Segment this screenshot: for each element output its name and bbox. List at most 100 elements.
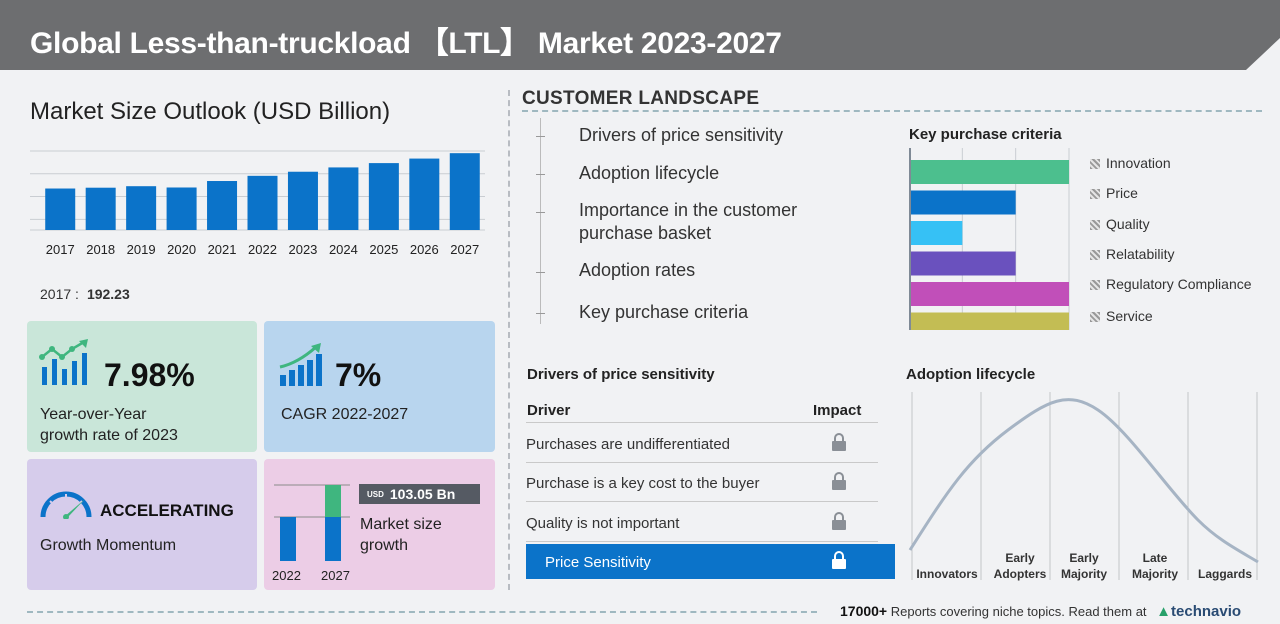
kpc-legend-item: Price: [1090, 185, 1138, 201]
legend-label: Relatability: [1106, 246, 1175, 262]
page-title: Global Less-than-truckload 【LTL】 Market …: [30, 27, 782, 60]
bar-2025: [368, 163, 399, 230]
market-growth-value: 103.05 Bn: [389, 486, 456, 502]
legend-swatch: [1090, 280, 1100, 290]
landscape-bullet: [536, 272, 545, 273]
yoy-label-line2: growth rate of 2023: [40, 427, 178, 444]
stage-label: Majority: [1132, 567, 1178, 581]
mini-year-end: 2027: [321, 568, 350, 583]
kpc-bar-price: [911, 190, 1016, 215]
landscape-bullet: [536, 313, 545, 314]
footer-divider: [27, 611, 817, 613]
kpc-bar-chart: [909, 148, 1070, 330]
cagr-card: 7% CAGR 2022-2027: [264, 321, 495, 452]
growth-bars-icon: [279, 343, 322, 386]
market-growth-label-line1: Market size: [360, 516, 442, 533]
bar-2020: [166, 187, 197, 230]
market-growth-mini-chart: [274, 484, 350, 561]
landscape-item-importance: Importance in the customer purchase bask…: [579, 199, 797, 245]
stage-label: Early: [1005, 551, 1035, 565]
table-row: Purchase is a key cost to the buyer: [526, 463, 878, 502]
landscape-bullet: [536, 174, 545, 175]
logo-text-tech: tech: [1171, 603, 1202, 620]
logo-mark-icon: ▲: [1156, 603, 1172, 620]
price-sensitivity-row: Price Sensitivity: [526, 544, 895, 579]
x-tick-label: 2017: [46, 242, 75, 257]
momentum-label: Growth Momentum: [40, 537, 177, 554]
landscape-item-text: Adoption lifecycle: [579, 163, 720, 183]
x-tick-label: 2023: [288, 242, 317, 257]
bar-2027: [449, 153, 480, 230]
lock-icon: [832, 433, 846, 451]
bar-2017: [45, 188, 76, 230]
yoy-label-line1: Year-over-Year: [40, 406, 147, 423]
header-bar: Global Less-than-truckload 【LTL】 Market …: [0, 0, 1280, 70]
driver-label: Purchase is a key cost to the buyer: [526, 475, 760, 492]
stage-label: Innovators: [916, 567, 978, 581]
kpc-legend-item: Service: [1090, 308, 1153, 324]
kpc-bar-quality: [911, 221, 963, 245]
market-size-bar-chart: 2017 2018 2019 2020 2021 2022 2023 2024 2025 2026…: [30, 150, 485, 257]
speedometer-icon: [40, 491, 92, 519]
customer-landscape-title: CUSTOMER LANDSCAPE: [522, 88, 760, 109]
legend-label: Innovation: [1106, 155, 1171, 171]
currency-label: USD: [367, 490, 384, 499]
market-growth-card: 2022 2027 USD 103.05 Bn Market size growt…: [264, 459, 495, 590]
landscape-item-text: Adoption rates: [579, 260, 696, 280]
market-growth-label: Market size growth: [360, 514, 442, 556]
market-growth-label-line2: growth: [360, 537, 409, 554]
x-tick-label: 2022: [248, 242, 277, 257]
landscape-item-text: purchase basket: [579, 223, 712, 243]
landscape-item-kpc: Key purchase criteria: [579, 301, 748, 324]
base-year-label: 2017 :: [40, 286, 79, 302]
driver-column-header: Driver: [527, 402, 571, 419]
technavio-logo[interactable]: ▲technavio: [1156, 603, 1241, 620]
mini-bar-2022: [280, 517, 296, 561]
base-year-number: 192.23: [86, 286, 130, 302]
legend-label: Price: [1106, 185, 1138, 201]
legend-swatch: [1090, 220, 1100, 230]
landscape-timeline: [540, 118, 541, 324]
impact-column-header: Impact: [813, 402, 862, 419]
footer: 17000+ Reports covering niche topics. Re…: [840, 603, 1241, 620]
mini-bar-2027-base: [325, 517, 341, 561]
kpc-legend-item: Quality: [1090, 216, 1150, 232]
momentum-title: ACCELERATING: [100, 501, 234, 520]
kpc-bar-regulatory-compliance: [911, 282, 1069, 306]
x-tick-label: 2018: [86, 242, 115, 257]
table-header-divider: [526, 422, 878, 423]
adoption-curve: [908, 398, 1259, 564]
lock-icon: [832, 512, 846, 530]
x-tick-label: 2027: [450, 242, 479, 257]
market-size-title: Market Size Outlook (USD Billion): [30, 98, 391, 125]
driver-label: Purchases are undifferentiated: [526, 436, 731, 453]
landscape-item-adoption-rates: Adoption rates: [579, 259, 695, 282]
table-row: Quality is not important: [526, 503, 878, 542]
landscape-item-text: Importance in the customer: [579, 200, 798, 220]
driver-label: Quality is not important: [526, 515, 680, 532]
logo-text-navio: navio: [1201, 603, 1242, 620]
base-year-value: 2017 : 192.23: [40, 286, 130, 302]
growth-chart-icon: [39, 339, 88, 385]
cagr-value: 7%: [335, 357, 382, 393]
x-tick-label: 2021: [208, 242, 237, 257]
report-count: 17000+: [840, 603, 888, 619]
stage-label: Laggards: [1198, 567, 1252, 581]
bar-2022: [247, 175, 278, 230]
x-tick-label: 2024: [329, 242, 358, 257]
legend-swatch: [1090, 250, 1100, 260]
stage-label: Early: [1069, 551, 1099, 565]
momentum-card: ACCELERATING Growth Momentum: [27, 459, 257, 590]
legend-swatch: [1090, 189, 1100, 199]
x-tick-label: 2020: [167, 242, 196, 257]
yoy-value: 7.98%: [104, 357, 195, 393]
cagr-label: CAGR 2022-2027: [281, 406, 409, 423]
landscape-bullet: [536, 136, 545, 137]
stage-label: Adopters: [994, 567, 1047, 581]
lock-icon: [832, 472, 846, 490]
adoption-lifecycle-chart: Innovators Early Adopters Early Majority…: [908, 392, 1259, 581]
kpc-bar-service: [911, 312, 1069, 330]
landscape-bullet: [536, 212, 545, 213]
drivers-title: Drivers of price sensitivity: [527, 366, 715, 383]
bar-2018: [85, 187, 116, 230]
